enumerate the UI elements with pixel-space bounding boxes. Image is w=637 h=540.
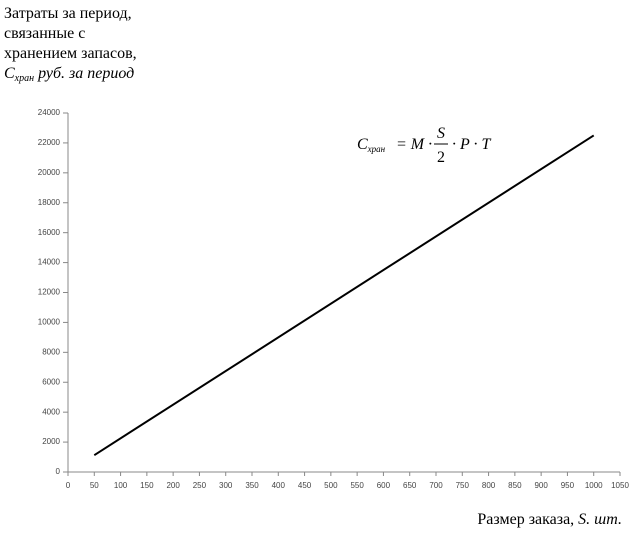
x-tick-label: 350 [245,481,259,490]
x-tick-label: 150 [140,481,154,490]
x-tick-label: 750 [456,481,470,490]
unit: руб. за период [37,65,134,82]
x-tick-label: 550 [350,481,364,490]
y-tick-label: 14000 [38,258,61,267]
x-tick-label: 600 [377,481,391,490]
y-tick-label: 18000 [38,198,61,207]
x-tick-label: 100 [114,481,128,490]
x-tick-label: 850 [508,481,522,490]
x-tick-label: 700 [429,481,443,490]
x-tick-label: 0 [66,481,71,490]
y-tick-label: 22000 [38,138,61,147]
y-label-line: хранением запасов, [4,45,137,62]
y-tick-label: 20000 [38,168,61,177]
y-tick-label: 2000 [42,437,60,446]
x-tick-label: 800 [482,481,496,490]
x-tick-label: 300 [219,481,233,490]
x-tick-label: 50 [90,481,99,490]
y-tick-label: 4000 [42,407,60,416]
x-tick-label: 1000 [585,481,603,490]
y-tick-label: 12000 [38,288,61,297]
subscript: хран [367,144,386,154]
y-tick-label: 24000 [38,108,61,117]
subscript: хран [14,73,34,84]
y-tick-label: 10000 [38,318,61,327]
x-tick-label: 650 [403,481,417,490]
x-tick-label: 1050 [611,481,629,490]
formula-rhs: · P · T [452,136,491,153]
x-tick-label: 950 [561,481,575,490]
data-line [93,134,595,457]
x-tick-label: 250 [193,481,207,490]
y-label-line: Затраты за период, [4,5,132,22]
x-tick-label: 900 [534,481,548,490]
x-label-text: Размер заказа, [477,511,574,528]
symbol: C [357,136,368,153]
formula: Cхран = M · S 2 · P · T [357,125,491,166]
y-tick-label: 8000 [42,347,60,356]
y-tick-label: 0 [56,467,61,476]
formula-lhs: Cхран [357,136,386,154]
x-tick-label: 450 [298,481,312,490]
denominator: 2 [437,149,445,166]
x-tick-label: 500 [324,481,338,490]
symbol: C [4,65,15,82]
x-label: Размер заказа, S. шт. [477,511,622,528]
x-label-unit: шт. [594,511,622,528]
x-tick-label: 400 [272,481,286,490]
x-label-symbol: S. [578,511,590,528]
y-label-line: связанные с [4,25,85,42]
y-tick-label: 16000 [38,228,61,237]
x-tick-label: 200 [166,481,180,490]
y-tick-label: 6000 [42,377,60,386]
formula-middle: = M · [396,136,432,153]
y-label-unit-line: Cхран руб. за период [4,65,134,84]
numerator: S [437,125,445,142]
